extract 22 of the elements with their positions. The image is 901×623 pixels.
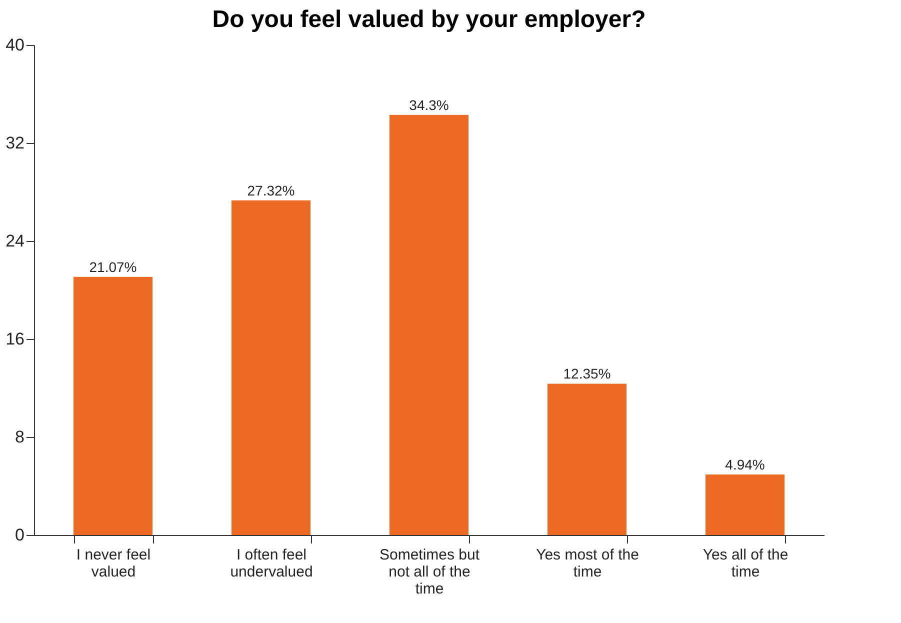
x-tick-label: I never feel valued [76,546,151,580]
x-tick-label: Yes all of the time [702,546,788,580]
data-label: 21.07% [89,258,137,275]
bar [74,276,152,535]
y-tick-label: 8 [15,428,24,446]
y-tick-label: 40 [6,36,24,54]
chart-title: Do you feel valued by your employer? [212,6,646,33]
y-tick-label: 24 [6,232,24,250]
bar [390,114,468,535]
y-tick-label: 0 [15,526,24,544]
y-tick-label: 32 [6,134,24,152]
data-label: 12.35% [563,366,611,382]
x-tick-label: I often feel undervalued [230,546,313,580]
data-label: 4.94% [725,456,765,472]
data-label: 27.32% [247,182,295,198]
bar [706,474,784,535]
bar [548,384,626,535]
bar [232,200,310,535]
y-tick-label: 16 [6,330,24,348]
data-label: 34.3% [409,96,449,113]
x-tick-label: Yes most of the time [536,546,639,580]
x-tick-label: Sometimes but not all of the time [379,546,480,598]
